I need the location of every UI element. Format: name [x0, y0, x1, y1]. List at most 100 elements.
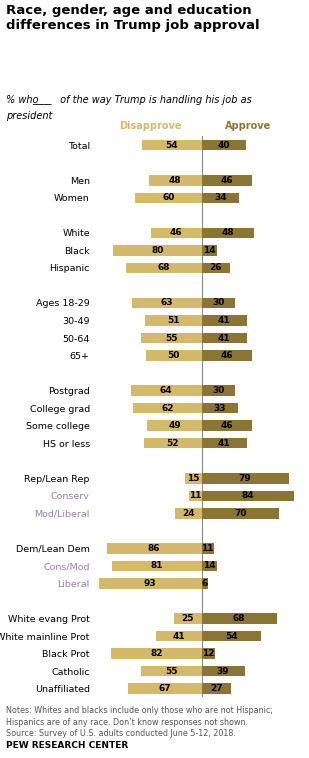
Text: ____: ____ [32, 95, 52, 105]
Text: 70: 70 [234, 509, 246, 518]
Text: 14: 14 [203, 246, 216, 255]
Text: 41: 41 [218, 439, 231, 448]
Text: Race, gender, age and education
differences in Trump job approval: Race, gender, age and education differen… [6, 4, 260, 32]
Bar [99, 578, 201, 589]
Bar [201, 473, 289, 484]
Text: 51: 51 [167, 316, 180, 325]
Bar [201, 350, 252, 361]
Text: 84: 84 [242, 491, 254, 500]
Bar [201, 648, 215, 659]
Bar [149, 175, 201, 186]
Text: % who: % who [6, 95, 42, 105]
Bar [107, 543, 201, 553]
Bar [201, 227, 255, 238]
Bar [201, 613, 277, 624]
Text: 67: 67 [158, 684, 171, 693]
Text: 55: 55 [165, 334, 177, 343]
Text: 27: 27 [210, 684, 223, 693]
Text: 41: 41 [218, 334, 231, 343]
Bar [128, 684, 201, 694]
Text: 46: 46 [170, 228, 182, 237]
Bar [201, 263, 230, 273]
Bar [201, 421, 252, 431]
Bar [201, 684, 231, 694]
Text: 33: 33 [214, 404, 226, 412]
Text: 86: 86 [148, 544, 160, 553]
Bar [131, 385, 201, 396]
Text: PEW RESEARCH CENTER: PEW RESEARCH CENTER [6, 741, 129, 750]
Text: of the way Trump is handling his job as: of the way Trump is handling his job as [57, 95, 252, 105]
Bar [201, 140, 246, 151]
Bar [175, 508, 201, 518]
Bar [132, 298, 201, 309]
Text: 68: 68 [233, 614, 245, 623]
Text: 81: 81 [150, 562, 163, 570]
Bar [189, 490, 201, 501]
Bar [201, 490, 294, 501]
Bar [201, 578, 208, 589]
Bar [201, 543, 214, 553]
Text: 93: 93 [144, 579, 157, 588]
Text: 14: 14 [203, 562, 216, 570]
Bar [126, 263, 201, 273]
Bar [201, 561, 217, 572]
Bar [201, 245, 217, 255]
Bar [201, 385, 235, 396]
Text: Disapprove: Disapprove [119, 121, 181, 131]
Bar [201, 333, 247, 343]
Bar [141, 333, 201, 343]
Bar [156, 631, 201, 641]
Bar [113, 245, 201, 255]
Bar [201, 508, 279, 518]
Text: 34: 34 [214, 193, 226, 202]
Bar [112, 561, 201, 572]
Text: 46: 46 [221, 176, 233, 185]
Text: 30: 30 [212, 299, 224, 308]
Text: 41: 41 [218, 316, 231, 325]
Text: 24: 24 [182, 509, 195, 518]
Bar [185, 473, 201, 484]
Bar [201, 315, 247, 326]
Bar [144, 438, 201, 449]
Text: 60: 60 [162, 193, 175, 202]
Bar [201, 175, 252, 186]
Text: Notes: Whites and blacks include only those who are not Hispanic;
Hispanics are : Notes: Whites and blacks include only th… [6, 706, 273, 738]
Text: 54: 54 [225, 631, 238, 641]
Text: 54: 54 [165, 141, 178, 149]
Bar [133, 403, 201, 413]
Text: 80: 80 [151, 246, 163, 255]
Text: 49: 49 [168, 421, 181, 430]
Text: 48: 48 [222, 228, 234, 237]
Bar [201, 631, 261, 641]
Text: 62: 62 [161, 404, 174, 412]
Bar [142, 140, 201, 151]
Bar [201, 403, 238, 413]
Text: 68: 68 [158, 264, 170, 272]
Text: 55: 55 [165, 666, 177, 675]
Bar [145, 315, 201, 326]
Bar [111, 648, 201, 659]
Text: 64: 64 [160, 386, 172, 395]
Bar [201, 298, 235, 309]
Bar [146, 350, 201, 361]
Text: 25: 25 [181, 614, 194, 623]
Text: 6: 6 [202, 579, 208, 588]
Text: 79: 79 [239, 474, 252, 483]
Text: 11: 11 [201, 544, 214, 553]
Bar [151, 227, 201, 238]
Text: 39: 39 [217, 666, 229, 675]
Text: 50: 50 [168, 351, 180, 360]
Bar [201, 193, 239, 203]
Text: 40: 40 [217, 141, 230, 149]
Text: 63: 63 [160, 299, 173, 308]
Bar [201, 438, 247, 449]
Bar [201, 666, 244, 676]
Text: 26: 26 [210, 264, 222, 272]
Bar [147, 421, 201, 431]
Text: 52: 52 [167, 439, 179, 448]
Text: 30: 30 [212, 386, 224, 395]
Text: 48: 48 [169, 176, 181, 185]
Bar [135, 193, 201, 203]
Text: Approve: Approve [225, 121, 271, 131]
Text: president: president [6, 111, 53, 121]
